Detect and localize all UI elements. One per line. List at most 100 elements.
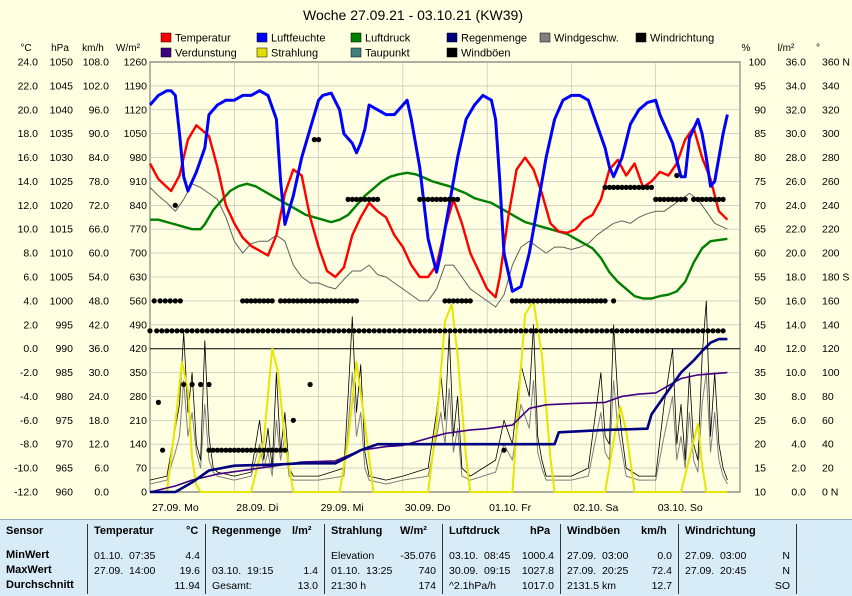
windrichtung-point bbox=[425, 196, 431, 202]
windrichtung-point bbox=[189, 328, 195, 334]
windrichtung-point bbox=[275, 328, 281, 334]
windrichtung-point bbox=[434, 196, 440, 202]
windrichtung-point bbox=[353, 298, 360, 304]
unit-pressure: hPa bbox=[51, 43, 69, 54]
windrichtung-point bbox=[634, 328, 640, 334]
windrichtung-point bbox=[311, 298, 317, 304]
windrichtung-point bbox=[345, 298, 351, 304]
windrichtung-point bbox=[311, 137, 317, 143]
windrichtung-point bbox=[375, 196, 381, 202]
windrichtung-point bbox=[307, 381, 313, 388]
windrichtung-point bbox=[265, 298, 271, 304]
windrichtung-point bbox=[265, 328, 271, 334]
windrichtung-point bbox=[514, 298, 520, 304]
windrichtung-point bbox=[210, 447, 216, 453]
legend-swatch bbox=[539, 32, 551, 43]
windrichtung-point bbox=[493, 328, 499, 334]
windrichtung-point bbox=[501, 447, 507, 453]
windrichtung-point bbox=[316, 137, 322, 143]
tick-label-radiation: 140 bbox=[129, 439, 147, 451]
windrichtung-point bbox=[294, 298, 301, 304]
windrichtung-point bbox=[169, 328, 175, 334]
tick-label-rain: 12.0 bbox=[786, 343, 807, 355]
windrichtung-point bbox=[421, 196, 427, 202]
tick-label-wind: 36.0 bbox=[89, 343, 110, 355]
windrichtung-point bbox=[194, 328, 200, 334]
stat-cell-dir-v: N bbox=[782, 550, 790, 562]
tick-label-wind: 30.0 bbox=[89, 367, 110, 379]
windrichtung-point bbox=[498, 328, 504, 334]
tick-label-rain: 28.0 bbox=[786, 152, 807, 164]
windrichtung-point bbox=[543, 298, 549, 304]
tick-label-humidity: 80 bbox=[754, 152, 766, 164]
tick-label-rain: 8.0 bbox=[791, 391, 806, 403]
tick-label-wind: 84.0 bbox=[89, 152, 110, 164]
windrichtung-point bbox=[265, 447, 271, 453]
legend-swatch bbox=[446, 32, 458, 43]
windrichtung-point bbox=[518, 328, 524, 334]
windrichtung-point bbox=[619, 184, 625, 190]
windrichtung-point bbox=[310, 328, 317, 334]
tick-label-direction: 340 bbox=[822, 80, 840, 92]
windrichtung-point bbox=[337, 298, 343, 304]
windrichtung-point bbox=[351, 328, 357, 334]
windrichtung-point bbox=[235, 447, 242, 453]
x-axis-label: 01.10. Fr bbox=[489, 502, 532, 514]
legend-label: Strahlung bbox=[271, 48, 318, 60]
tick-label-pressure: 1045 bbox=[50, 80, 74, 92]
windrichtung-point bbox=[155, 399, 161, 405]
windrichtung-point bbox=[509, 298, 515, 304]
windrichtung-point bbox=[320, 298, 326, 304]
windrichtung-point bbox=[227, 447, 233, 453]
windrichtung-point bbox=[177, 298, 183, 304]
windrichtung-point bbox=[599, 328, 605, 334]
windrichtung-point bbox=[160, 447, 166, 453]
tick-label-pressure: 995 bbox=[55, 319, 73, 331]
windrichtung-point bbox=[648, 184, 655, 190]
tick-label-wind: 0.0 bbox=[94, 487, 109, 499]
windrichtung-point bbox=[223, 447, 229, 453]
tick-label-pressure: 1010 bbox=[50, 248, 74, 260]
windrichtung-point bbox=[401, 328, 408, 334]
windrichtung-point bbox=[695, 196, 701, 202]
tick-label-rain: 26.0 bbox=[786, 176, 807, 188]
tick-label-wind: 72.0 bbox=[89, 200, 110, 212]
stat-cell-gust-v: 72.4 bbox=[651, 565, 672, 577]
stat-cell-press-v: 1000.4 bbox=[521, 550, 554, 562]
legend-label: Luftfeuchte bbox=[271, 33, 325, 45]
windrichtung-point bbox=[710, 328, 716, 334]
legend-swatch bbox=[635, 32, 647, 43]
stat-cell-press-t: 03.10. 08:45 bbox=[449, 550, 511, 562]
legend-swatch bbox=[160, 32, 172, 43]
tick-label-temp: 4.0 bbox=[23, 295, 38, 307]
windrichtung-point bbox=[450, 196, 456, 202]
windrichtung-point bbox=[530, 298, 537, 304]
stat-cell-gust-v: 12.7 bbox=[651, 580, 672, 592]
windrichtung-point bbox=[154, 328, 160, 334]
tick-label-direction: 300 bbox=[822, 128, 840, 140]
windrichtung-point bbox=[316, 298, 322, 304]
tick-label-pressure: 1025 bbox=[50, 176, 74, 188]
legend-swatch bbox=[160, 47, 172, 58]
tick-label-rain: 2.0 bbox=[791, 463, 806, 475]
stat-cell-rain-t: 03.10. 19:15 bbox=[212, 565, 274, 577]
unit-direction: ° bbox=[816, 43, 820, 54]
windrichtung-point bbox=[299, 298, 305, 304]
legend-swatch bbox=[350, 47, 362, 58]
tick-label-temp: -10.0 bbox=[14, 463, 38, 475]
legend-swatch bbox=[446, 47, 458, 58]
series-windgeschw bbox=[149, 372, 728, 485]
tick-label-humidity: 90 bbox=[754, 104, 766, 116]
header-windboeen-unit: km/h bbox=[641, 525, 667, 537]
tick-label-pressure: 1005 bbox=[50, 272, 74, 284]
unit-radiation: W/m² bbox=[116, 43, 141, 54]
tick-label-radiation: 1050 bbox=[124, 128, 148, 140]
windrichtung-point bbox=[446, 196, 452, 202]
stat-cell-dir-v: N bbox=[782, 565, 790, 577]
stat-cell-press-v: 1027.8 bbox=[521, 565, 554, 577]
windrichtung-point bbox=[290, 328, 296, 334]
windrichtung-point bbox=[528, 328, 534, 334]
tick-label-rain: 18.0 bbox=[786, 272, 807, 284]
tick-label-direction: 20 bbox=[822, 463, 834, 475]
windrichtung-point bbox=[209, 328, 215, 334]
